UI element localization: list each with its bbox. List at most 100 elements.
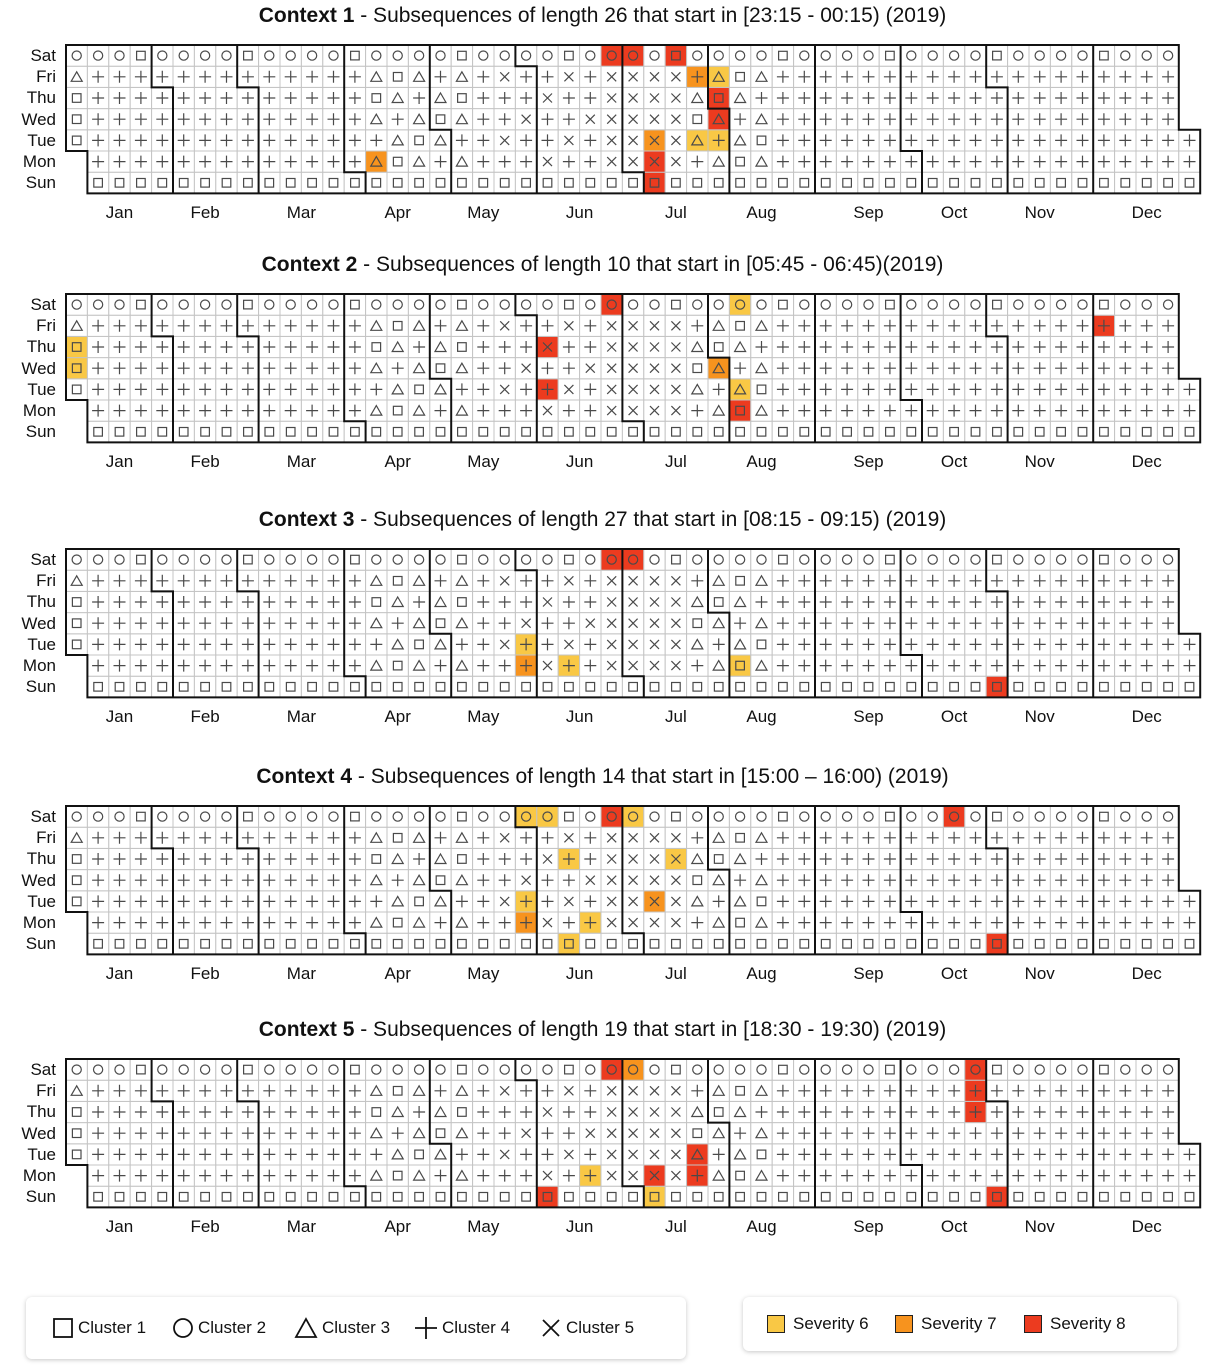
plus-marker — [584, 404, 597, 417]
square-marker — [1077, 426, 1088, 437]
day-cell — [365, 1100, 388, 1124]
day-cell — [450, 1164, 474, 1187]
square-marker — [392, 1170, 403, 1181]
month-boundaries — [65, 293, 1202, 444]
plus-marker — [969, 895, 982, 908]
circle-marker — [413, 299, 425, 310]
severity-6-cell — [686, 129, 709, 152]
day-cell — [771, 171, 795, 194]
plus-marker — [220, 92, 233, 104]
plus-marker — [177, 874, 190, 887]
cross-marker — [649, 1107, 660, 1117]
plus-marker — [562, 617, 575, 630]
day-cell — [300, 675, 324, 698]
day-cell — [236, 420, 260, 443]
plus-marker — [883, 319, 896, 332]
day-cell — [728, 150, 752, 173]
plus-marker — [177, 1127, 190, 1140]
square-marker — [670, 554, 681, 565]
day-cell — [985, 44, 1009, 67]
square-marker — [884, 811, 895, 822]
day-cell — [750, 826, 773, 849]
plus-marker — [177, 134, 190, 147]
cross-marker — [649, 660, 660, 671]
day-cell — [1156, 675, 1180, 698]
triangle-marker — [733, 1148, 747, 1160]
day-cell — [1007, 420, 1030, 443]
plus-marker — [691, 319, 704, 332]
day-cell — [643, 420, 666, 443]
day-cell — [365, 1079, 388, 1102]
legend-label: Severity 8 — [1050, 1314, 1126, 1333]
plus-marker — [1119, 874, 1132, 887]
square-marker — [1056, 426, 1067, 437]
day-cell — [386, 890, 409, 913]
square-marker — [777, 554, 788, 565]
plus-marker — [477, 134, 490, 147]
plus-marker — [841, 916, 854, 929]
context-subtitle: - Subsequences of length 27 that start i… — [360, 508, 947, 531]
plus-marker — [883, 853, 896, 865]
circle-marker — [306, 299, 318, 310]
cross-marker — [649, 93, 660, 103]
triangle-marker — [754, 362, 769, 374]
plus-marker — [883, 1127, 896, 1140]
square-marker — [457, 554, 467, 565]
triangle-marker — [455, 574, 469, 586]
circle-marker — [820, 554, 831, 565]
plus-marker — [541, 574, 554, 587]
plus-marker — [584, 319, 597, 332]
plus-marker — [691, 1084, 704, 1097]
plus-marker — [1076, 1106, 1089, 1118]
day-cell — [1135, 932, 1158, 955]
day-cell — [343, 171, 367, 194]
square-marker — [949, 177, 959, 188]
circle-marker — [799, 1064, 810, 1075]
plus-marker — [1033, 1106, 1046, 1118]
plus-marker — [434, 1169, 447, 1182]
square-marker — [221, 938, 232, 949]
plus-marker — [841, 113, 854, 126]
day-cell — [1178, 932, 1201, 955]
day-cell — [686, 86, 709, 110]
plus-marker — [1055, 70, 1068, 83]
cross-marker — [606, 660, 617, 671]
severity-7-cell — [707, 357, 730, 380]
plus-marker — [969, 155, 982, 168]
plus-marker — [284, 92, 297, 104]
day-cell — [129, 675, 153, 698]
plus-marker — [1012, 916, 1025, 929]
plus-marker — [370, 134, 383, 147]
plus-marker — [948, 874, 961, 887]
day-cell — [322, 548, 345, 571]
day-cell — [429, 335, 452, 359]
day-cell — [450, 1122, 474, 1145]
plus-marker — [220, 638, 233, 651]
triangle-marker — [369, 362, 383, 374]
plus-marker — [584, 1106, 597, 1118]
square-marker — [585, 426, 596, 437]
circle-marker — [1013, 811, 1024, 822]
plus-marker — [926, 574, 939, 587]
plus-marker — [841, 596, 854, 608]
day-cell — [1049, 548, 1073, 571]
plus-marker — [284, 574, 297, 587]
cross-marker — [563, 1085, 574, 1096]
day-cell — [151, 44, 174, 67]
plus-marker — [348, 1084, 361, 1097]
circle-marker — [906, 554, 917, 565]
day-cell — [1092, 805, 1116, 828]
plus-marker — [306, 113, 319, 126]
day-cell — [728, 890, 752, 913]
day-cell — [793, 420, 816, 443]
plus-marker — [819, 70, 832, 83]
plus-marker — [862, 831, 875, 844]
plus-marker — [156, 1106, 169, 1118]
square-marker — [478, 426, 489, 437]
plus-marker — [477, 853, 490, 865]
plus-marker — [520, 1084, 533, 1097]
plus-marker — [263, 1084, 276, 1097]
day-cell — [429, 108, 452, 131]
day-cell — [1092, 293, 1116, 316]
day-cell — [151, 805, 174, 828]
